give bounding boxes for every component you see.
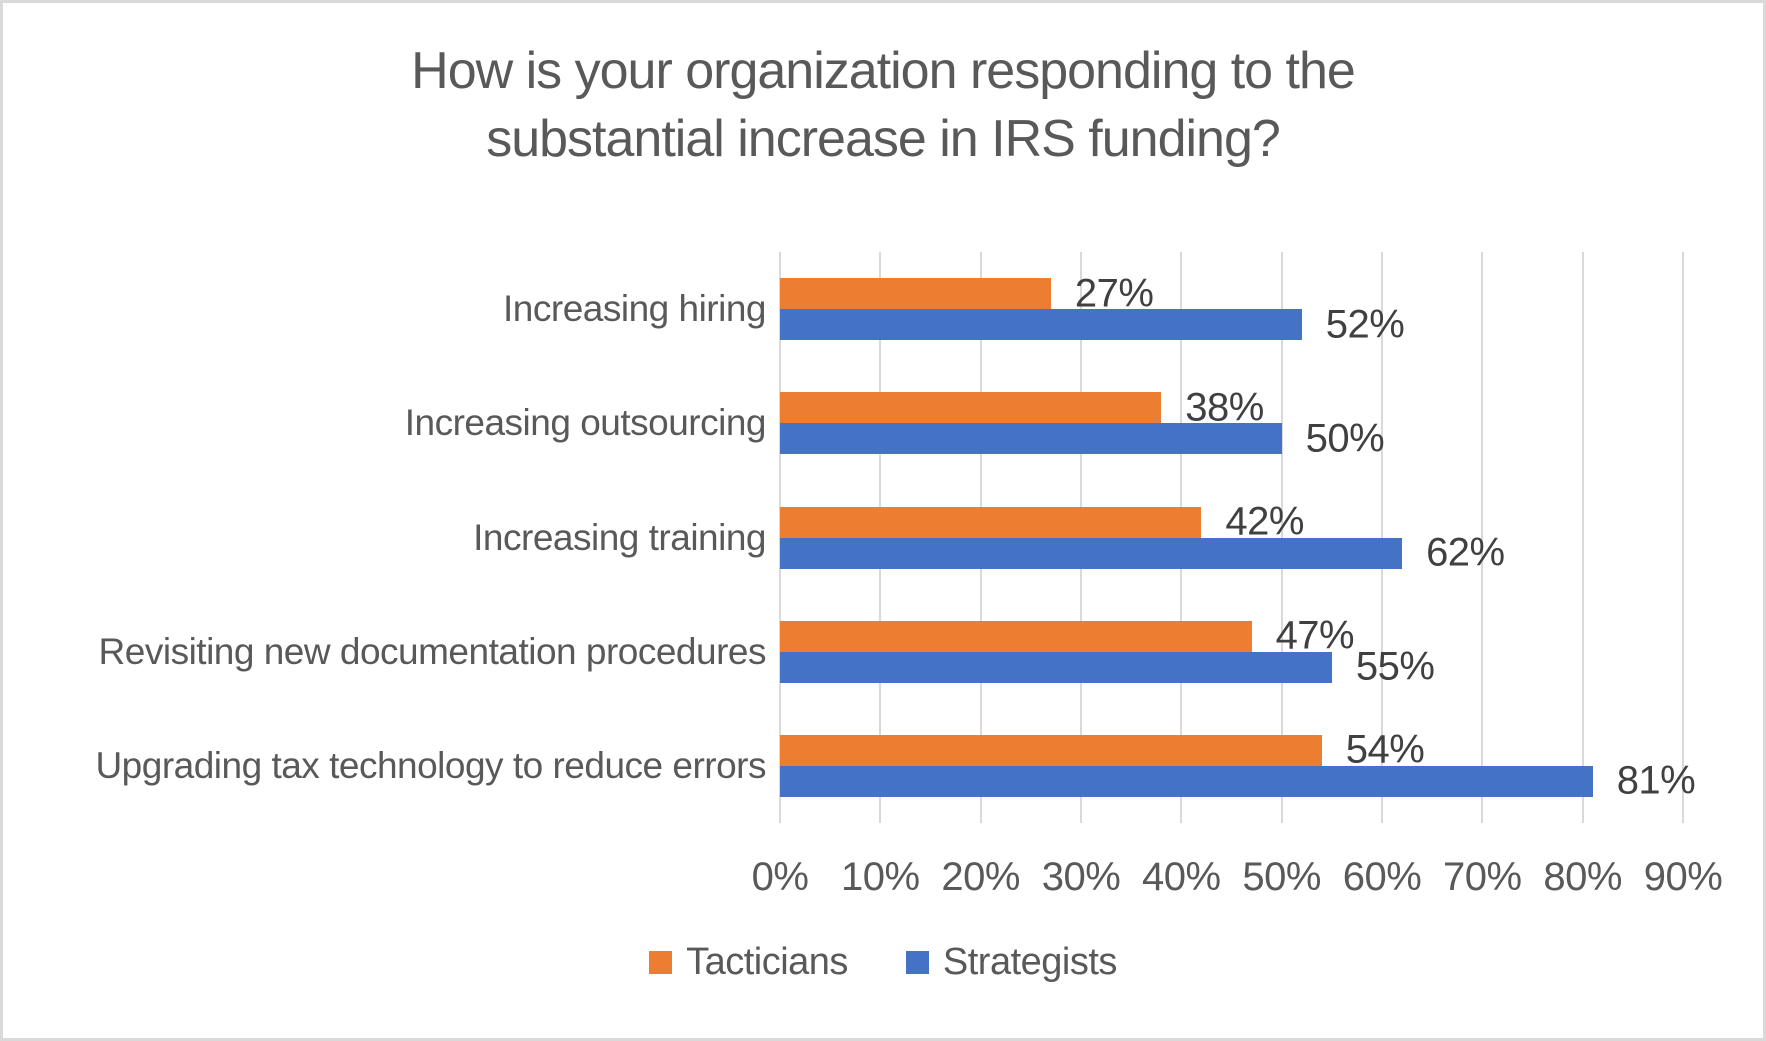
x-tick-label-0: 0% [751,855,809,899]
bar-tacticians-3 [780,620,1252,652]
x-tick-label-1: 10% [841,855,920,899]
value-label-tacticians-4: 54% [1345,727,1425,772]
x-tick-label-9: 90% [1643,855,1723,899]
legend: Tacticians Strategists [3,941,1763,984]
bar-tacticians-0 [780,278,1051,310]
bar-strategists-4 [780,765,1593,797]
value-label-tacticians-1: 38% [1185,385,1264,430]
value-label-strategists-2: 62% [1426,530,1505,575]
x-tick-label-5: 50% [1242,855,1321,899]
x-tick-label-2: 20% [941,855,1020,899]
value-label-tacticians-2: 42% [1225,499,1304,544]
category-label-2: Increasing training [473,516,766,558]
value-label-tacticians-3: 47% [1275,613,1355,658]
legend-swatch-tacticians [649,951,673,974]
category-label-3: Revisiting new documentation procedures [98,630,767,672]
x-tick-label-3: 30% [1041,855,1121,899]
x-tick-label-4: 40% [1142,855,1221,899]
bar-strategists-2 [780,537,1403,569]
bar-tacticians-1 [780,392,1162,424]
category-label-1: Increasing outsourcing [404,402,767,444]
legend-label-tacticians: Tacticians [686,941,848,983]
gridline-8 [1581,252,1584,823]
bar-tacticians-2 [780,506,1202,538]
category-label-4: Upgrading tax technology to reduce error… [95,744,766,786]
x-tick-label-8: 80% [1543,855,1622,899]
legend-item-strategists: Strategists [905,941,1118,984]
chart-title-line-2: substantial increase in IRS funding? [486,110,1281,168]
bar-strategists-1 [780,423,1282,455]
bar-strategists-3 [780,651,1332,683]
x-tick-label-7: 70% [1443,855,1522,899]
gridline-7 [1481,252,1484,823]
bar-tacticians-4 [780,734,1322,766]
bar-strategists-0 [780,309,1302,341]
legend-label-strategists: Strategists [942,941,1118,983]
chart-title: How is your organization responding to t… [3,37,1763,173]
value-label-strategists-1: 50% [1305,416,1385,461]
plot-area [779,252,1684,823]
value-label-strategists-0: 52% [1325,302,1405,347]
value-label-strategists-3: 55% [1355,644,1435,689]
value-label-tacticians-0: 27% [1074,271,1154,316]
gridline-9 [1682,252,1684,823]
x-tick-label-6: 60% [1342,855,1422,899]
legend-swatch-strategists [905,951,929,974]
value-label-strategists-4: 81% [1616,758,1696,803]
chart-title-line-1: How is your organization responding to t… [411,42,1356,100]
category-label-0: Increasing hiring [503,288,766,330]
legend-item-tacticians: Tacticians [649,941,848,984]
